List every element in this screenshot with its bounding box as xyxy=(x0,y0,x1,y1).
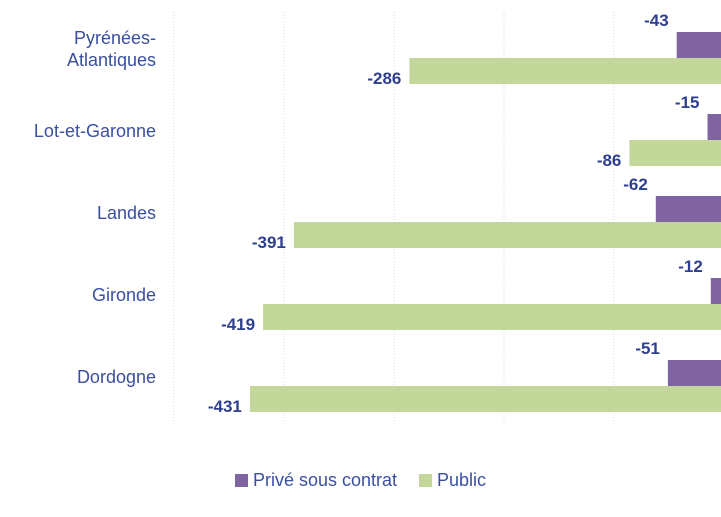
bar-public xyxy=(629,140,721,166)
bar-public xyxy=(293,222,721,248)
bar-prive xyxy=(707,114,721,140)
bar-public xyxy=(249,386,721,412)
bar-prive xyxy=(676,32,721,58)
value-label-public: -286 xyxy=(367,69,401,88)
value-labels: -43 -286 -15 -86-62 -391 -12 -419 -51 -431 xyxy=(208,11,703,416)
legend-label-prive: Privé sous contrat xyxy=(252,470,398,490)
value-label-prive: -12 xyxy=(678,257,703,276)
category-label: Pyrénées-Atlantiques xyxy=(67,28,156,70)
value-label-prive: -43 xyxy=(644,11,669,30)
bar-chart: Pyrénées-Atlantiques Lot-et-Garonne Landes… xyxy=(34,11,721,422)
value-label-public: -391 xyxy=(252,233,286,252)
bars xyxy=(249,32,721,412)
legend: Privé sous contrat Public xyxy=(0,470,721,491)
category-label: Gironde xyxy=(92,285,156,305)
legend-item-prive: Privé sous contrat xyxy=(234,470,398,491)
value-label-public: -431 xyxy=(208,397,242,416)
category-label: Lot-et-Garonne xyxy=(34,121,156,141)
category-label: Landes xyxy=(97,203,156,223)
bar-public xyxy=(263,304,721,330)
legend-swatch-prive xyxy=(234,474,248,487)
value-label-prive: -62 xyxy=(623,175,648,194)
category-labels: Pyrénées-Atlantiques Lot-et-Garonne Landes… xyxy=(34,28,156,387)
legend-label-public: Public xyxy=(437,470,487,490)
value-label-public: -86 xyxy=(597,151,622,170)
value-label-prive: -15 xyxy=(675,93,700,112)
legend-item-public: Public xyxy=(419,470,486,491)
bar-prive xyxy=(655,196,721,222)
legend-swatch-public xyxy=(419,474,433,487)
gridlines xyxy=(173,12,615,422)
category-label: Dordogne xyxy=(77,367,156,387)
bar-prive xyxy=(667,360,721,386)
value-label-prive: -51 xyxy=(635,339,660,358)
value-label-public: -419 xyxy=(221,315,255,334)
bar-public xyxy=(409,58,721,84)
bar-prive xyxy=(710,278,721,304)
